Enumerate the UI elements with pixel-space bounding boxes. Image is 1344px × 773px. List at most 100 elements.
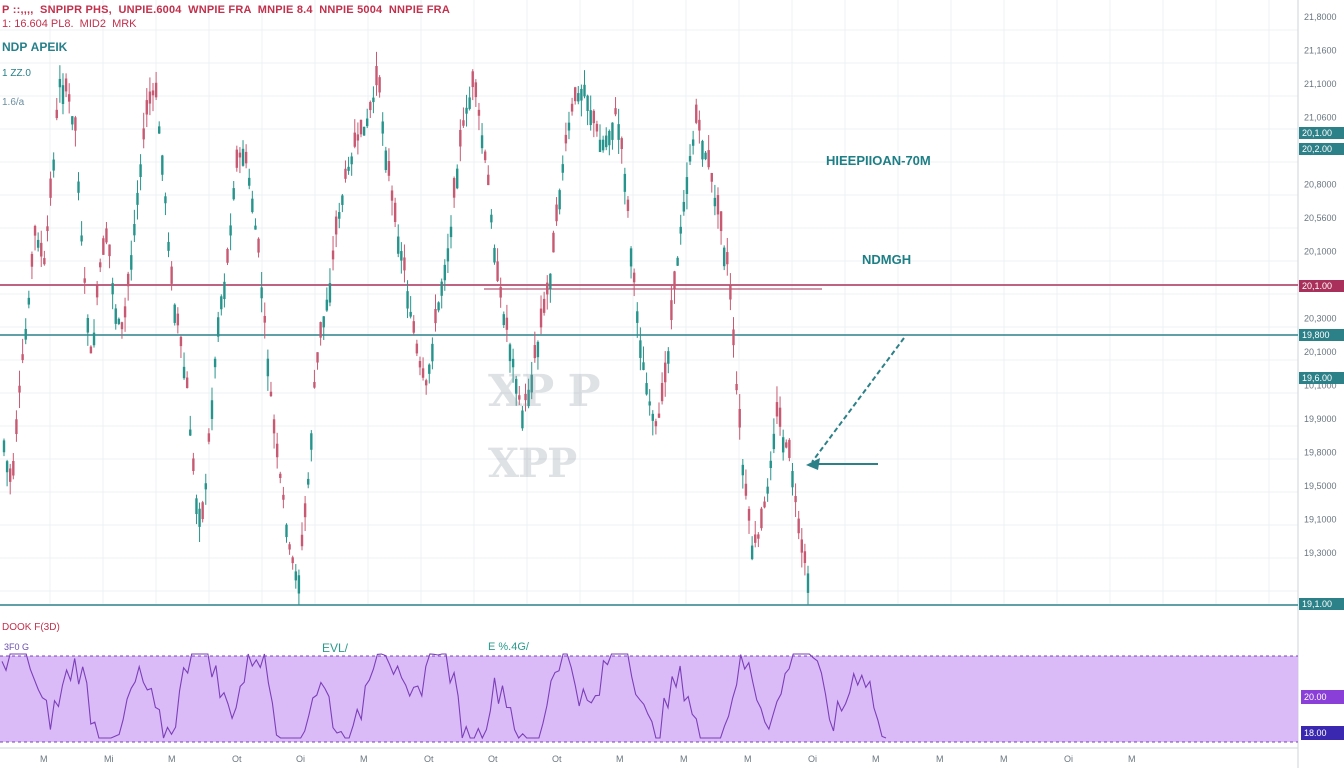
- candle-body: [577, 93, 580, 102]
- arrow-head-icon: [806, 458, 820, 470]
- candle-body: [549, 273, 552, 290]
- osc-tag: [1301, 726, 1344, 740]
- candle-body: [2, 440, 6, 453]
- candle-body: [806, 573, 810, 593]
- candle-body: [617, 124, 620, 140]
- price-tick-label: 21,8000: [1304, 12, 1337, 22]
- candle-body: [412, 321, 415, 333]
- candle-body: [33, 225, 37, 236]
- candle-body: [629, 248, 633, 267]
- candle-body: [691, 139, 695, 146]
- candle-body: [397, 236, 400, 254]
- candle-body: [49, 178, 52, 198]
- candle-body: [130, 255, 133, 270]
- candle-body: [111, 283, 114, 295]
- candle-body: [664, 362, 667, 383]
- time-tick-label: M: [1000, 754, 1008, 764]
- candle-body: [589, 110, 592, 126]
- candle-body: [403, 257, 406, 271]
- time-tick-label: M: [1128, 754, 1136, 764]
- candle-body: [83, 278, 86, 283]
- candle-body: [80, 235, 83, 242]
- candle-body: [279, 473, 282, 478]
- candle-body: [359, 119, 363, 135]
- candle-body: [263, 315, 266, 323]
- candle-body: [192, 458, 195, 472]
- candle-body: [440, 281, 443, 296]
- candle-body: [406, 291, 409, 309]
- candle-body: [145, 100, 148, 115]
- candle-body: [269, 391, 273, 397]
- level-annotation: NDMGH: [862, 252, 912, 267]
- candle-body: [347, 166, 350, 171]
- time-axis: M Mi M Ot Oi M Ot Ot Ot M M M Oi M M M Oi M: [40, 754, 1136, 764]
- candle-body: [123, 306, 127, 318]
- candle-body: [468, 97, 471, 109]
- indicator-line-4: 1.6/a: [2, 97, 25, 108]
- candle-body: [173, 304, 176, 323]
- candle-body: [58, 78, 62, 88]
- candle-body: [5, 461, 9, 473]
- candle-body: [595, 123, 599, 132]
- candle-body: [747, 508, 751, 521]
- candle-body: [744, 483, 748, 496]
- price-tick-label: 20,8000: [1304, 180, 1337, 190]
- candle-body: [30, 253, 34, 267]
- candle-body: [515, 378, 518, 394]
- price-tag: [1299, 280, 1344, 292]
- candle-body: [241, 148, 245, 166]
- time-tick-label: M: [936, 754, 944, 764]
- candle-body: [580, 88, 583, 101]
- candle-body: [639, 340, 642, 358]
- price-tag: [1299, 598, 1344, 610]
- candle-body: [518, 395, 521, 400]
- candle-body: [387, 161, 391, 176]
- candle-body: [651, 413, 654, 421]
- candle-body: [74, 117, 77, 131]
- time-tick-label: Oi: [296, 754, 305, 764]
- candle-body: [421, 368, 425, 378]
- time-tick-label: Ot: [552, 754, 562, 764]
- candle-body: [598, 139, 602, 152]
- candle-body: [701, 140, 704, 160]
- candle-body: [285, 524, 288, 538]
- time-tick-label: Oi: [808, 754, 817, 764]
- candle-body: [754, 534, 757, 543]
- candle-body: [353, 132, 356, 147]
- price-tick-label: 10,1000: [1304, 381, 1337, 391]
- candle-body: [381, 121, 384, 134]
- candle-body: [788, 439, 791, 458]
- price-tick-label: 19,1000: [1304, 515, 1337, 525]
- price-tick-label: 20,3000: [1304, 314, 1337, 324]
- candle-body: [487, 174, 490, 186]
- candle-body: [524, 393, 527, 401]
- candle-body: [750, 545, 754, 560]
- candle-body: [769, 460, 772, 469]
- candle-body: [151, 90, 155, 96]
- symbol-name[interactable]: NDP APEIK: [2, 40, 68, 54]
- candle-body: [300, 534, 304, 547]
- candle-body: [561, 164, 564, 173]
- candle-body: [251, 198, 254, 213]
- price-tick-label: 20,1000: [1304, 347, 1337, 357]
- candle-body: [772, 433, 776, 450]
- candle-body: [533, 345, 537, 359]
- candle-body: [480, 135, 484, 149]
- candle-body: [40, 242, 43, 257]
- candle-body: [210, 400, 214, 419]
- candle-body: [552, 232, 555, 253]
- price-tag-label: 20,1.00: [1302, 128, 1332, 138]
- oscillator-pane: [0, 653, 1298, 743]
- indicator-line-3: 1 ZZ.0: [2, 68, 31, 79]
- candle-body: [18, 385, 21, 393]
- candle-body: [546, 282, 549, 295]
- candle-body: [542, 298, 546, 313]
- candle-body: [620, 138, 623, 150]
- price-tick-label: 21,1600: [1304, 46, 1337, 56]
- candle-body: [71, 116, 74, 125]
- candle-body: [766, 486, 769, 494]
- candle-body: [791, 471, 794, 488]
- time-tick-label: M: [872, 754, 880, 764]
- candle-body: [365, 118, 369, 127]
